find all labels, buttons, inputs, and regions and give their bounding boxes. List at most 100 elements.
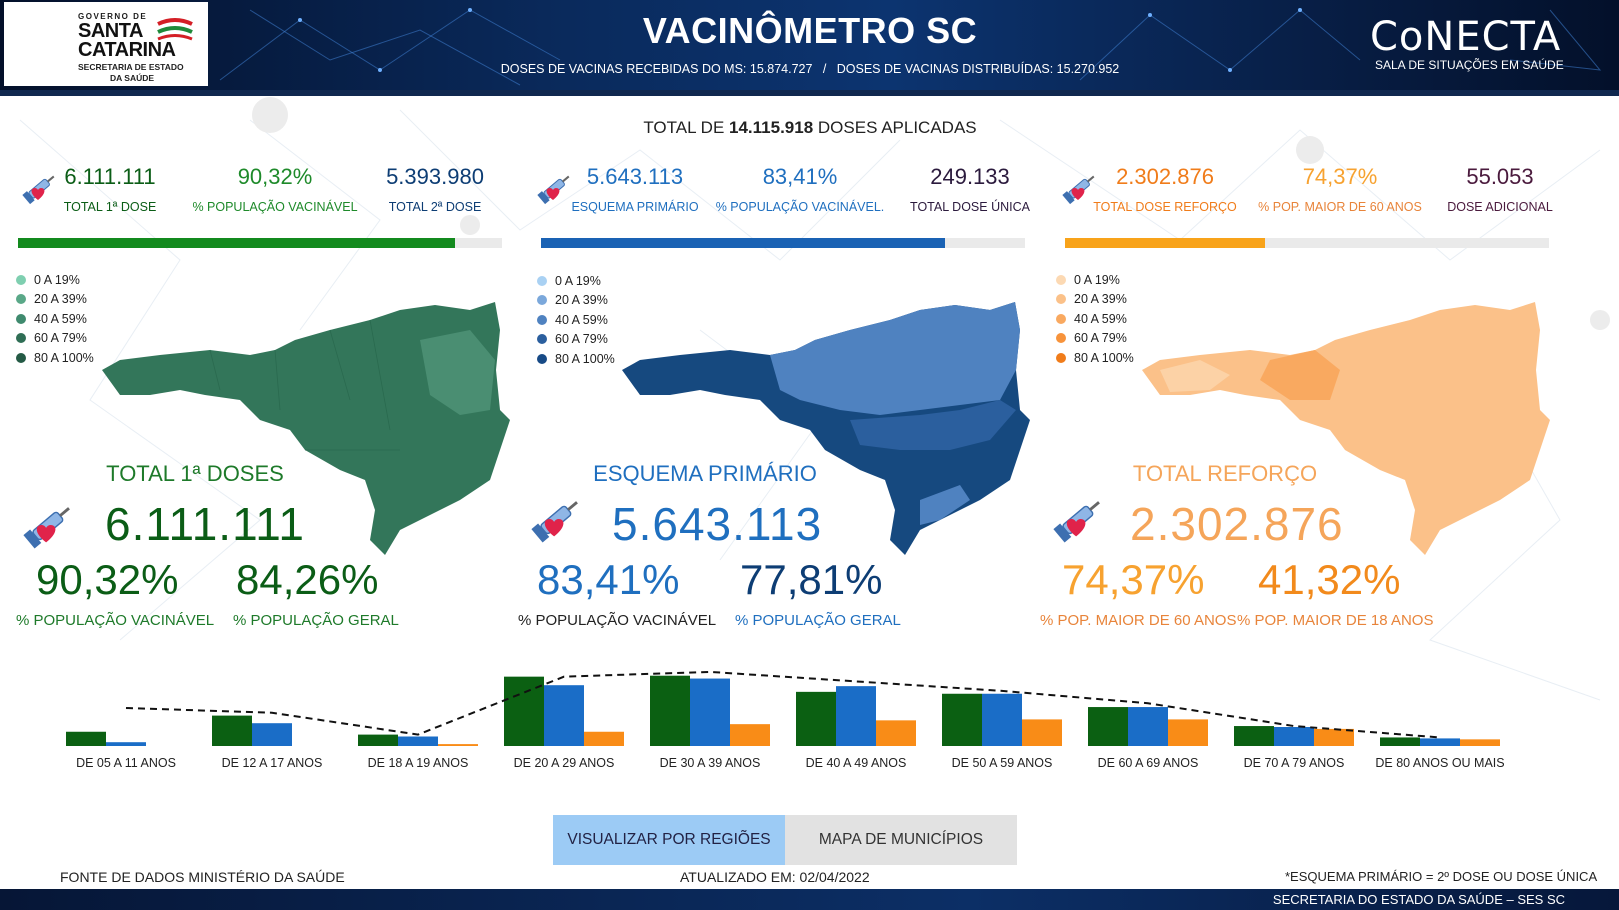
chart-bar: [1274, 727, 1314, 746]
legend-item: 20 A 39%: [537, 291, 615, 311]
header-banner: GOVERNO DE SANTA CATARINA SECRETARIA DE …: [0, 0, 1619, 90]
legend-item: 40 A 59%: [16, 309, 94, 329]
total-value: 14.115.918: [729, 118, 814, 137]
footer-bar: SECRETARIA DO ESTADO DA SAÚDE – SES SC: [0, 889, 1619, 910]
chart-category-label: DE 20 A 29 ANOS: [514, 756, 615, 770]
panel-primary-pct2-label: % POPULAÇÃO GERAL: [735, 612, 901, 629]
chart-category-label: DE 30 A 39 ANOS: [660, 756, 761, 770]
legend-label: 20 A 39%: [1074, 292, 1127, 307]
legend-dot: [16, 352, 26, 363]
chart-category-label: DE 80 ANOS OU MAIS: [1375, 756, 1504, 770]
kpi-second-dose-label: TOTAL 2ª DOSE: [388, 200, 482, 214]
legend-item: 0 A 19%: [1056, 270, 1134, 290]
chart-bar: [1168, 719, 1208, 746]
kpi-single-dose-value: 249.133: [930, 164, 1010, 189]
legend-dot: [537, 353, 547, 364]
header-network-decoration: [219, 8, 1602, 86]
panel-first-title: TOTAL 1ª DOSES: [106, 461, 284, 486]
panel-primary-title: ESQUEMA PRIMÁRIO: [593, 461, 817, 486]
chart-bar: [358, 734, 398, 746]
panel-primary-pct1-label: % POPULAÇÃO VACINÁVEL: [518, 612, 717, 629]
chart-category-label: DE 40 A 49 ANOS: [806, 756, 907, 770]
total-doses-label: TOTAL DE 14.115.918 DOSES APLICADAS: [560, 118, 1060, 138]
chart-category-label: DE 60 A 69 ANOS: [1098, 756, 1199, 770]
chart-bar: [1088, 707, 1128, 746]
map-booster: [1142, 302, 1550, 555]
chart-bar: [836, 686, 876, 746]
conecta-subtitle: SALA DE SITUAÇÕES EM SAÚDE: [1375, 58, 1564, 72]
kpi-primary-value: 5.643.113: [586, 164, 684, 189]
map-first-dose: [102, 302, 510, 555]
municipalities-map-button[interactable]: MAPA DE MUNICÍPIOS: [785, 815, 1017, 865]
kpi-second-dose-value: 5.393.980: [386, 164, 484, 189]
legend-item: 60 A 79%: [1056, 329, 1134, 349]
chart-bar: [106, 742, 146, 746]
panel-first-pct1-label: % POPULAÇÃO VACINÁVEL: [16, 612, 215, 629]
progress-primary-track: [541, 238, 1025, 248]
chart-category-label: DE 50 A 59 ANOS: [952, 756, 1053, 770]
legend-label: 20 A 39%: [34, 292, 87, 307]
conecta-logo: CoNECTA: [1370, 14, 1562, 60]
progress-first-track: [18, 238, 502, 248]
legend-item: 40 A 59%: [1056, 309, 1134, 329]
chart-bar: [876, 720, 916, 746]
kpi-primary-label: ESQUEMA PRIMÁRIO: [571, 200, 699, 214]
legend-label: 40 A 59%: [1074, 311, 1127, 326]
updated-date-label: ATUALIZADO EM: 02/04/2022: [680, 869, 870, 885]
page-subtitle: DOSES DE VACINAS RECEBIDAS DO MS: 15.874…: [500, 62, 1120, 76]
legend-item: 40 A 59%: [537, 310, 615, 330]
legend-dot: [16, 294, 26, 305]
kpi-additional-label: DOSE ADICIONAL: [1447, 200, 1553, 214]
panel-primary-pct1: 83,41%: [537, 556, 680, 603]
legend-label: 0 A 19%: [555, 273, 601, 288]
chart-category-label: DE 05 A 11 ANOS: [76, 756, 176, 770]
legend-item: 80 A 100%: [537, 349, 615, 369]
legend-dot: [537, 314, 547, 325]
legend-dot: [1056, 352, 1066, 363]
legend-item: 20 A 39%: [16, 290, 94, 310]
legend-label: 80 A 100%: [555, 351, 615, 366]
legend-label: 60 A 79%: [1074, 331, 1127, 346]
legend-dot: [1056, 294, 1066, 305]
logo-govern-text: GOVERNO DE: [78, 12, 148, 21]
legend-item: 0 A 19%: [16, 270, 94, 290]
panel-booster-pct2: 41,32%: [1258, 556, 1401, 603]
chart-trend-line: [125, 670, 1441, 739]
legend-label: 0 A 19%: [1074, 272, 1120, 287]
view-by-regions-button[interactable]: VISUALIZAR POR REGIÕES: [553, 815, 785, 865]
legend-item: 60 A 79%: [537, 330, 615, 350]
kpi-additional-value: 55.053: [1466, 164, 1534, 189]
header-divider: [0, 90, 1619, 96]
legend-dot: [1056, 274, 1066, 285]
legend-label: 80 A 100%: [1074, 350, 1134, 365]
map-primary: [622, 302, 1030, 555]
panel-booster-value: 2.302.876: [1130, 498, 1344, 550]
progress-booster-fill: [1065, 238, 1265, 248]
legend-dot: [16, 274, 26, 285]
chart-bar: [1234, 726, 1274, 746]
total-prefix: TOTAL DE: [643, 118, 730, 137]
kpi-first-dose-label: TOTAL 1ª DOSE: [63, 200, 157, 214]
kpi-primary-pct-label: % POPULAÇÃO VACINÁVEL.: [715, 200, 885, 214]
syringe-heart-icon: [22, 175, 55, 205]
chart-bar: [1128, 707, 1168, 746]
panel-first-value: 6.111.111: [105, 498, 305, 550]
sc-flag-icon: [154, 16, 196, 42]
chart-bar: [544, 685, 584, 746]
logo-secretaria: SECRETARIA DE ESTADO: [78, 62, 184, 72]
kpi-booster-value: 2.302.876: [1116, 164, 1214, 189]
kpi-first-dose-value: 6.111.111: [64, 164, 156, 189]
legend-dot: [537, 275, 547, 286]
kpi-first-pct-label: % POPULAÇÃO VACINÁVEL: [192, 200, 358, 214]
syringe-heart-icon: [23, 507, 70, 549]
legend-item: 80 A 100%: [16, 348, 94, 368]
syringe-heart-icon: [531, 501, 578, 543]
logo-line-catarina: CATARINA: [78, 39, 176, 61]
chart-bar: [650, 675, 690, 746]
legend-item: 20 A 39%: [1056, 290, 1134, 310]
legend-dot: [16, 333, 26, 344]
page-title: VACINÔMETRO SC: [642, 10, 978, 51]
panel-first-pct2: 84,26%: [236, 556, 379, 603]
legend-dot: [16, 313, 26, 324]
